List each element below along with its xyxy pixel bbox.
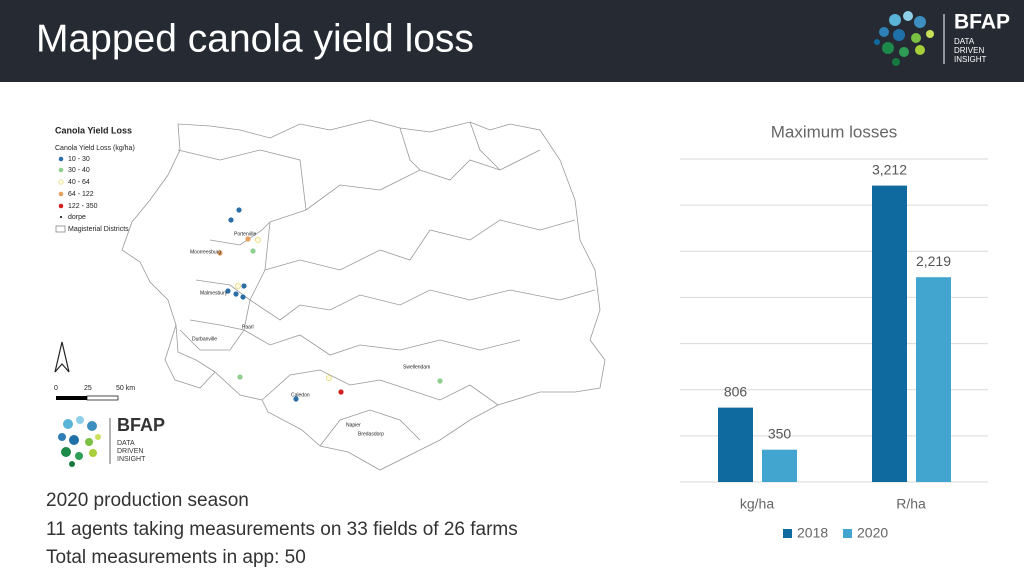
logo-tagline: INSIGHT bbox=[954, 55, 987, 64]
map-legend-subtitle: Canola Yield Loss (kg/ha) bbox=[55, 145, 135, 152]
town: Swellendam bbox=[403, 364, 430, 370]
logo-name: BFAP bbox=[954, 11, 1010, 34]
x-tick-label: R/ha bbox=[896, 496, 926, 512]
map-legend-item: Magisterial Districts bbox=[68, 226, 129, 233]
note: Total measurements in app: 50 bbox=[46, 547, 306, 568]
data-label: 350 bbox=[768, 425, 792, 441]
map-logo: BFAP DATA DRIVEN INSIGHT bbox=[58, 415, 165, 467]
bar bbox=[762, 449, 797, 482]
data-label: 3,212 bbox=[872, 161, 907, 177]
town: Moorreesburg bbox=[190, 249, 221, 255]
logo-name: BFAP bbox=[117, 415, 165, 435]
scale-bar bbox=[86, 395, 119, 401]
legend-label: 2020 bbox=[857, 525, 888, 541]
note: 11 agents taking measurements on 33 fiel… bbox=[46, 519, 518, 540]
logo-tagline: DRIVEN bbox=[117, 448, 143, 455]
data-points bbox=[217, 207, 443, 402]
header-logo: BFAP DATA DRIVEN INSIGHT bbox=[874, 11, 1010, 66]
map-legend-item: 10 - 30 bbox=[68, 156, 90, 163]
map-legend-item: dorpe bbox=[68, 214, 86, 221]
scale-label: 25 bbox=[84, 385, 92, 392]
scale-label: 50 km bbox=[116, 385, 135, 392]
scale-bar bbox=[56, 396, 87, 400]
map-legend-item: 30 - 40 bbox=[68, 167, 90, 174]
logo-tagline: DRIVEN bbox=[954, 46, 984, 55]
town: Malmesbury bbox=[200, 290, 228, 296]
bar bbox=[916, 277, 951, 482]
legend-swatch bbox=[783, 529, 792, 538]
header-bar bbox=[0, 0, 1024, 82]
map-legend-item: 64 - 122 bbox=[68, 191, 94, 198]
town: Caledon bbox=[291, 392, 310, 398]
legend-swatch bbox=[843, 529, 852, 538]
x-tick-label: kg/ha bbox=[740, 496, 774, 512]
logo-tagline: DATA bbox=[117, 440, 135, 447]
bar bbox=[872, 185, 907, 482]
town: Durbanville bbox=[192, 336, 217, 342]
data-label: 2,219 bbox=[916, 253, 951, 269]
north-arrow bbox=[54, 341, 70, 373]
logo-tagline: DATA bbox=[954, 37, 975, 46]
map-legend-item: 122 - 350 bbox=[68, 203, 98, 210]
slide-title: Mapped canola yield loss bbox=[36, 17, 474, 60]
data-label: 806 bbox=[724, 383, 748, 399]
scale-label: 0 bbox=[54, 385, 58, 392]
town: Napier bbox=[346, 422, 361, 428]
bar bbox=[718, 407, 753, 482]
map-legend-item: 40 - 64 bbox=[68, 179, 90, 186]
map: Porterville Moorreesburg Malmesbury Paar… bbox=[54, 119, 606, 471]
chart-title: Maximum losses bbox=[771, 122, 898, 141]
logo-tagline: INSIGHT bbox=[117, 456, 146, 463]
town: Paarl bbox=[242, 324, 254, 330]
legend-label: 2018 bbox=[797, 525, 828, 541]
town: Porterville bbox=[234, 231, 256, 237]
towns: Porterville Moorreesburg Malmesbury Paar… bbox=[190, 231, 430, 437]
note: 2020 production season bbox=[46, 490, 249, 511]
map-legend-title: Canola Yield Loss bbox=[55, 125, 132, 135]
town: Bredasdorp bbox=[358, 431, 384, 437]
